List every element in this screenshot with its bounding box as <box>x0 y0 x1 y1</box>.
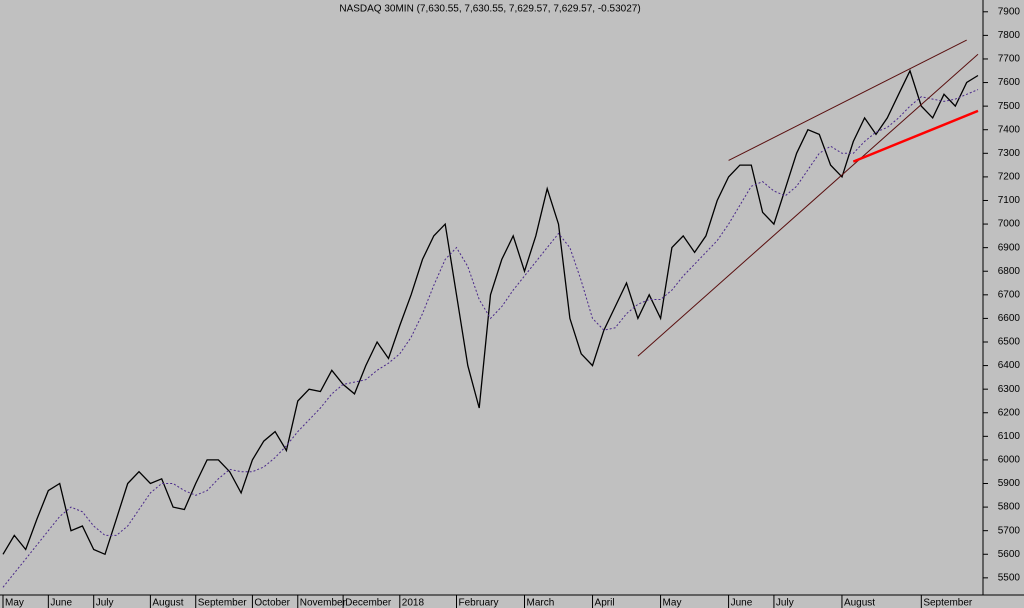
trendline <box>637 53 979 357</box>
y-tick-label: 5700 <box>998 525 1021 536</box>
x-tick-label: November <box>300 598 347 608</box>
x-tick-label: March <box>527 598 555 608</box>
y-tick-label: 7500 <box>998 101 1021 112</box>
x-tick-label: June <box>50 598 72 608</box>
x-tick-label: September <box>198 598 248 608</box>
y-tick-label: 6100 <box>998 431 1021 442</box>
series-line <box>2 69 979 556</box>
x-tick-label: April <box>595 598 615 608</box>
y-tick-label: 6500 <box>998 337 1021 348</box>
y-tick-label: 6400 <box>998 360 1021 371</box>
trendline <box>852 109 979 163</box>
x-tick-label: August <box>844 598 875 608</box>
y-tick-label: 5500 <box>998 572 1021 583</box>
x-tick-label: October <box>254 598 290 608</box>
y-tick-label: 7200 <box>998 172 1021 183</box>
x-tick-label: 2018 <box>402 598 425 608</box>
y-tick-label: 7000 <box>998 219 1021 230</box>
y-tick-label: 5600 <box>998 549 1021 560</box>
y-tick-label: 6300 <box>998 384 1021 395</box>
x-tick-label: September <box>923 598 973 608</box>
y-tick-label: 6000 <box>998 455 1021 466</box>
x-tick-label: December <box>345 598 392 608</box>
x-tick-label: May <box>5 598 24 608</box>
y-tick-label: 6600 <box>998 313 1021 324</box>
x-tick-label: February <box>458 598 498 608</box>
trendline <box>728 39 967 161</box>
y-tick-label: 7300 <box>998 148 1021 159</box>
y-tick-label: 6200 <box>998 407 1021 418</box>
y-tick-label: 6800 <box>998 266 1021 277</box>
y-tick-label: 6900 <box>998 242 1021 253</box>
x-tick-label: June <box>731 598 753 608</box>
x-tick-label: May <box>663 598 682 608</box>
chart-title: NASDAQ 30MIN (7,630.55, 7,630.55, 7,629.… <box>339 4 640 15</box>
y-tick-label: 6700 <box>998 289 1021 300</box>
x-tick-label: July <box>96 598 114 608</box>
y-tick-label: 7600 <box>998 77 1021 88</box>
x-tick-label: July <box>776 598 794 608</box>
y-tick-label: 7800 <box>998 30 1021 41</box>
y-tick-label: 7100 <box>998 195 1021 206</box>
y-tick-label: 5900 <box>998 478 1021 489</box>
series-line <box>2 89 979 588</box>
y-tick-label: 7700 <box>998 54 1021 65</box>
y-tick-label: 7900 <box>998 6 1021 17</box>
y-tick-label: 7400 <box>998 124 1021 135</box>
y-tick-label: 5800 <box>998 502 1021 513</box>
x-tick-label: August <box>152 598 183 608</box>
